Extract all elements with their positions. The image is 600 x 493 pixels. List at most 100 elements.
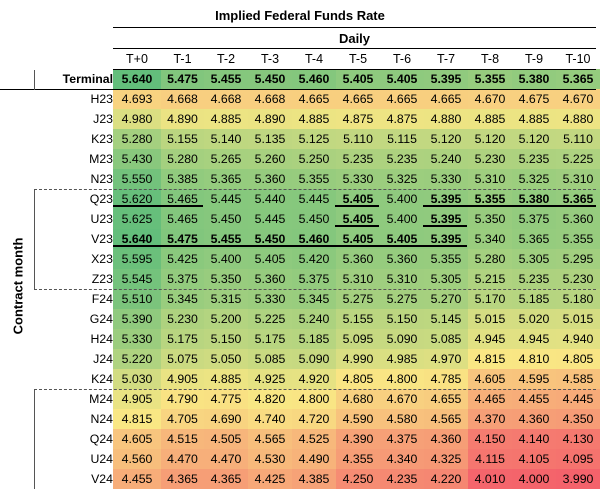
contract-row: N23 5.550 5.385 5.365 5.360 5.355 5.330 5.325 5.…	[0, 169, 600, 189]
heatmap-cell: 4.360	[424, 429, 468, 449]
contract-row: V24 4.455 4.365 4.365 4.425 4.385 4.250 4.235 4.…	[0, 469, 600, 489]
heatmap-cell: 5.135	[248, 129, 292, 149]
heatmap-cell: 4.805	[336, 369, 380, 389]
heatmap-cell: 4.365	[204, 469, 248, 489]
heatmap-cell: 5.620	[113, 189, 161, 209]
heatmap-cell: 4.605	[113, 429, 161, 449]
heatmap-table: T+0 T-1 T-2 T-3 T-4 T-5 T-6 T-7 T-8 T-9 T-10 Termi…	[0, 49, 600, 489]
heatmap-cell: 4.425	[248, 469, 292, 489]
heatmap-cell: 4.905	[113, 389, 161, 409]
heatmap-cell: 4.150	[468, 429, 512, 449]
heatmap-cell: 4.668	[161, 89, 204, 109]
heatmap-cell: 5.115	[380, 129, 424, 149]
row-label: Terminal	[62, 72, 113, 86]
heatmap-cell: 5.475	[161, 229, 204, 249]
heatmap-cell: 4.115	[468, 449, 512, 469]
column-header: T-10	[565, 52, 591, 66]
contract-row: M23 5.430 5.280 5.265 5.260 5.250 5.235 5.235 5.…	[0, 149, 600, 169]
heatmap-cell: 4.375	[380, 429, 424, 449]
terminal-mark-u23-a	[335, 225, 379, 227]
row-label: K24	[91, 372, 113, 386]
contract-row: J23 4.980 4.890 4.885 4.890 4.885 4.875 4.875 4.…	[0, 109, 600, 129]
heatmap-cell: 4.445	[556, 389, 600, 409]
heatmap-cell: 5.200	[204, 309, 248, 329]
heatmap-cell: 4.585	[556, 369, 600, 389]
heatmap-cell: 5.440	[248, 189, 292, 209]
terminal-mark-q23-b	[335, 205, 379, 207]
heatmap-cell: 4.805	[556, 349, 600, 369]
terminal-mark-v23	[113, 245, 467, 247]
heatmap-cell: 5.405	[380, 69, 424, 89]
contract-row: Z23 5.545 5.375 5.350 5.360 5.375 5.310 5.310 5.…	[0, 269, 600, 289]
heatmap-cell: 5.465	[161, 209, 204, 229]
heatmap-cell: 4.595	[512, 369, 556, 389]
heatmap-cell: 4.560	[113, 449, 161, 469]
heatmap-cell: 4.925	[248, 369, 292, 389]
heatmap-cell: 5.305	[512, 249, 556, 269]
contract-row: G24 5.390 5.230 5.200 5.225 5.240 5.155 5.150 5.…	[0, 309, 600, 329]
heatmap-cell: 4.350	[556, 409, 600, 429]
heatmap-cell: 4.670	[556, 89, 600, 109]
contract-row: K23 5.280 5.155 5.140 5.135 5.125 5.110 5.115 5.…	[0, 129, 600, 149]
heatmap-cell: 5.225	[248, 309, 292, 329]
heatmap-cell: 5.095	[336, 329, 380, 349]
heatmap-cell: 5.305	[424, 269, 468, 289]
heatmap-cell: 5.365	[512, 229, 556, 249]
heatmap-cell: 5.445	[248, 209, 292, 229]
terminal-left-border	[34, 70, 35, 90]
row-label: Z23	[91, 272, 113, 286]
heatmap-cell: 4.985	[380, 349, 424, 369]
heatmap-cell: 4.470	[204, 449, 248, 469]
heatmap-cell: 5.150	[380, 309, 424, 329]
heatmap-cell: 5.325	[512, 169, 556, 189]
heatmap-cell: 4.945	[468, 329, 512, 349]
heatmap-cell: 5.390	[113, 309, 161, 329]
heatmap-cell: 5.230	[556, 269, 600, 289]
contract-row: Q23 5.620 5.465 5.445 5.440 5.445 5.405 5.400 5.…	[0, 189, 600, 209]
heatmap-cell: 5.015	[468, 309, 512, 329]
heatmap-cell: 5.310	[336, 269, 380, 289]
heatmap-cell: 5.360	[248, 169, 292, 189]
heatmap-cell: 5.325	[380, 169, 424, 189]
heatmap-cell: 5.260	[248, 149, 292, 169]
heatmap-cell: 4.340	[380, 449, 424, 469]
heatmap-cell: 5.350	[468, 209, 512, 229]
heatmap-cell: 5.640	[113, 69, 161, 89]
heatmap-cell: 5.230	[161, 309, 204, 329]
column-header: T-5	[348, 52, 368, 66]
contract-row: F24 5.510 5.345 5.315 5.330 5.345 5.275 5.275 5.…	[0, 289, 600, 309]
heatmap-cell: 4.810	[512, 349, 556, 369]
heatmap-cell: 5.395	[424, 209, 468, 229]
heatmap-cell: 4.785	[424, 369, 468, 389]
heatmap-cell: 5.355	[424, 249, 468, 269]
heatmap-cell: 4.800	[380, 369, 424, 389]
heatmap-cell: 4.505	[204, 429, 248, 449]
heatmap-cell: 4.680	[336, 389, 380, 409]
heatmap-cell: 5.275	[336, 289, 380, 309]
group-separator-1	[34, 189, 596, 190]
contract-row: K24 5.030 4.905 4.885 4.925 4.920 4.805 4.800 4.…	[0, 369, 600, 389]
heatmap-cell: 5.430	[113, 149, 161, 169]
row-label: Q24	[89, 432, 113, 446]
heatmap-cell: 5.015	[556, 309, 600, 329]
heatmap-cell: 4.565	[424, 409, 468, 429]
heatmap-cell: 5.185	[292, 329, 336, 349]
column-header: T+0	[126, 52, 148, 66]
heatmap-cell: 4.580	[380, 409, 424, 429]
heatmap-cell: 5.280	[113, 129, 161, 149]
heatmap-cell: 5.150	[204, 329, 248, 349]
heatmap-cell: 4.668	[204, 89, 248, 109]
heatmap-cell: 5.280	[161, 149, 204, 169]
heatmap-cell: 5.380	[512, 69, 556, 89]
terminal-row: Terminal 5.640 5.475 5.455 5.450 5.460 5.405 5.…	[0, 69, 600, 89]
heatmap-cell: 5.295	[556, 249, 600, 269]
heatmap-cell: 4.815	[113, 409, 161, 429]
heatmap-cell: 5.170	[468, 289, 512, 309]
header-corner	[0, 49, 113, 69]
column-header: T-7	[436, 52, 456, 66]
heatmap-cell: 5.375	[161, 269, 204, 289]
heatmap-cell: 4.525	[292, 429, 336, 449]
heatmap-cell: 5.155	[161, 129, 204, 149]
heatmap-cell: 5.050	[204, 349, 248, 369]
heatmap-cell: 4.010	[468, 469, 512, 489]
